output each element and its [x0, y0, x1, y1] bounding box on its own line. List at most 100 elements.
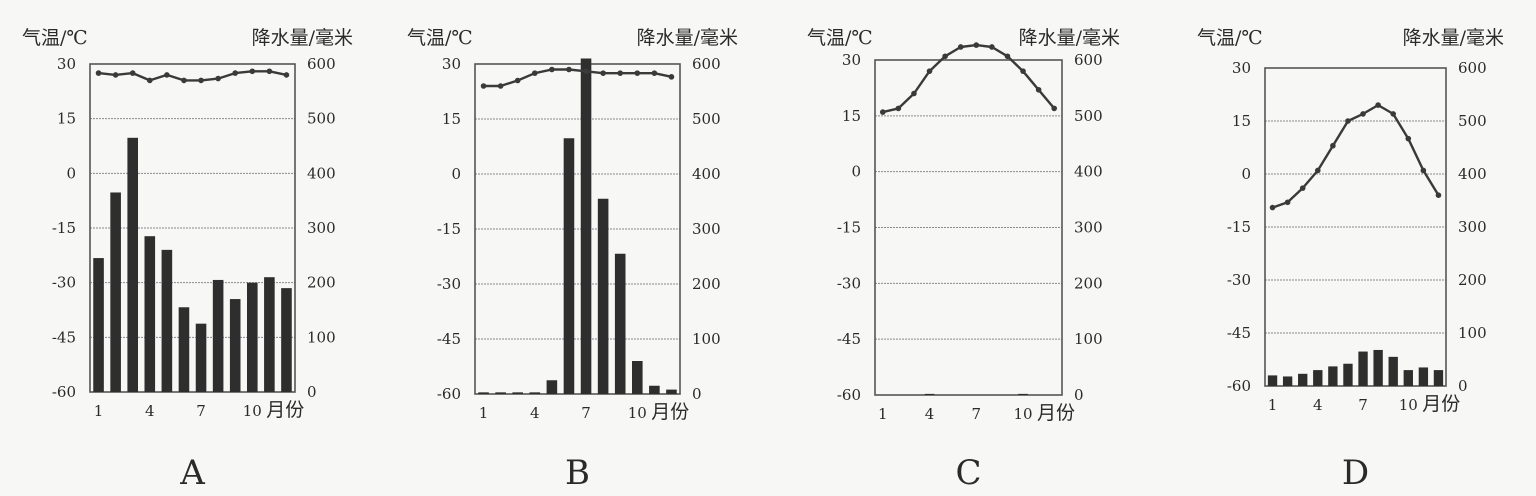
precipitation-axis-title: 降水量/毫米	[637, 27, 738, 49]
precipitation-tick-label: 100	[1074, 330, 1103, 348]
precipitation-bar	[529, 392, 541, 394]
month-tick-label: 1	[1268, 396, 1278, 414]
precipitation-bar	[144, 236, 156, 392]
temperature-point	[1375, 102, 1381, 108]
precipitation-bar	[649, 385, 660, 394]
temperature-tick-label: 15	[442, 110, 461, 128]
temperature-line	[1272, 103, 1440, 209]
temperature-tick-label: -60	[1227, 377, 1251, 395]
temperature-point	[1435, 192, 1442, 198]
panel-label: C	[955, 453, 981, 493]
month-axis-unit: 月份	[266, 399, 304, 421]
temperature-point	[232, 70, 239, 76]
precipitation-bar	[1313, 370, 1323, 386]
temperature-tick-label: 15	[1232, 112, 1251, 130]
temperature-point	[181, 77, 187, 84]
temperature-point	[531, 70, 538, 76]
precipitation-bar	[1403, 370, 1413, 386]
precipitation-tick-label: 200	[1458, 271, 1487, 289]
month-tick-label: 7	[581, 404, 591, 422]
temperature-tick-label: -60	[437, 385, 461, 403]
temperature-tick-label: 30	[1232, 59, 1251, 77]
precipitation-bar	[1373, 349, 1383, 386]
precipitation-bar	[580, 58, 592, 394]
precipitation-tick-label: 0	[307, 383, 317, 401]
precipitation-tick-label: 500	[1458, 112, 1487, 130]
temperature-point	[583, 68, 589, 75]
precipitation-bar	[195, 323, 207, 392]
precipitation-tick-label: 500	[1074, 107, 1103, 125]
panel-label: D	[1342, 453, 1369, 493]
temperature-point	[1299, 185, 1306, 191]
precipitation-tick-label: 300	[307, 219, 336, 237]
temperature-tick-label: 30	[57, 55, 76, 73]
temperature-point	[1420, 167, 1427, 174]
month-tick-label: 4	[1313, 396, 1323, 414]
temperature-axis-title: 气温/℃	[407, 27, 473, 49]
precipitation-tick-label: 600	[307, 55, 336, 73]
precipitation-tick-label: 400	[692, 165, 721, 183]
temperature-point	[1314, 167, 1321, 174]
temperature-tick-label: -15	[1227, 218, 1251, 236]
temperature-point	[1004, 53, 1011, 60]
precipitation-tick-label: 400	[307, 164, 336, 182]
precipitation-axis-title: 降水量/毫米	[252, 27, 353, 49]
precipitation-tick-label: 100	[307, 328, 336, 346]
month-axis-unit: 月份	[1037, 402, 1075, 424]
month-tick-label: 7	[972, 405, 982, 423]
panel-label: A	[179, 453, 205, 493]
temperature-point	[600, 70, 606, 76]
temperature-line	[882, 43, 1056, 114]
temperature-tick-label: -15	[837, 219, 861, 237]
precipitation-tick-label: 0	[692, 385, 702, 403]
temperature-point	[146, 77, 153, 84]
month-tick-label: 7	[1358, 396, 1368, 414]
temperature-point	[95, 70, 102, 76]
month-tick-label: 10	[1013, 405, 1032, 423]
plot-frame	[89, 63, 296, 393]
precipitation-tick-label: 200	[1074, 274, 1103, 292]
precipitation-bar	[264, 277, 275, 392]
precipitation-bar	[1343, 363, 1353, 386]
temperature-axis-title: 气温/℃	[807, 27, 873, 49]
temperature-axis-title: 气温/℃	[22, 27, 88, 49]
month-tick-label: 10	[1399, 396, 1418, 414]
precipitation-bar	[161, 249, 173, 392]
month-tick-label: 1	[479, 404, 489, 422]
precipitation-tick-label: 600	[1074, 51, 1103, 69]
temperature-tick-label: -15	[437, 220, 461, 238]
precipitation-tick-label: 200	[307, 274, 336, 292]
temperature-point	[1360, 111, 1366, 117]
temperature-point	[249, 68, 256, 75]
temperature-point	[198, 77, 204, 84]
precipitation-tick-label: 400	[1074, 163, 1103, 181]
precipitation-bar	[563, 138, 575, 394]
temperature-point	[497, 83, 504, 89]
month-axis-unit: 月份	[1422, 393, 1460, 415]
temperature-tick-label: -45	[837, 330, 861, 348]
temperature-tick-label: -15	[52, 219, 76, 237]
month-tick-label: 1	[94, 402, 104, 420]
temperature-point	[283, 72, 290, 78]
precipitation-bar	[246, 282, 258, 392]
temperature-point	[266, 68, 273, 75]
temperature-line	[98, 70, 287, 82]
precipitation-bar	[546, 380, 558, 394]
temperature-tick-label: 0	[851, 163, 861, 181]
temperature-point	[895, 105, 902, 112]
precipitation-bar	[512, 392, 524, 394]
temperature-tick-label: -45	[52, 328, 76, 346]
month-tick-label: 1	[878, 405, 888, 423]
temperature-tick-label: 0	[1241, 165, 1251, 183]
temperature-point	[215, 75, 221, 82]
precipitation-bar	[178, 307, 190, 392]
precipitation-tick-label: 300	[692, 220, 721, 238]
temperature-point	[1035, 86, 1042, 93]
precipitation-tick-label: 500	[692, 110, 721, 128]
temperature-point	[514, 77, 521, 84]
temperature-point	[480, 83, 487, 89]
temperature-point	[989, 44, 995, 50]
temperature-tick-label: -60	[837, 386, 861, 404]
precipitation-axis-title: 降水量/毫米	[1403, 27, 1504, 49]
